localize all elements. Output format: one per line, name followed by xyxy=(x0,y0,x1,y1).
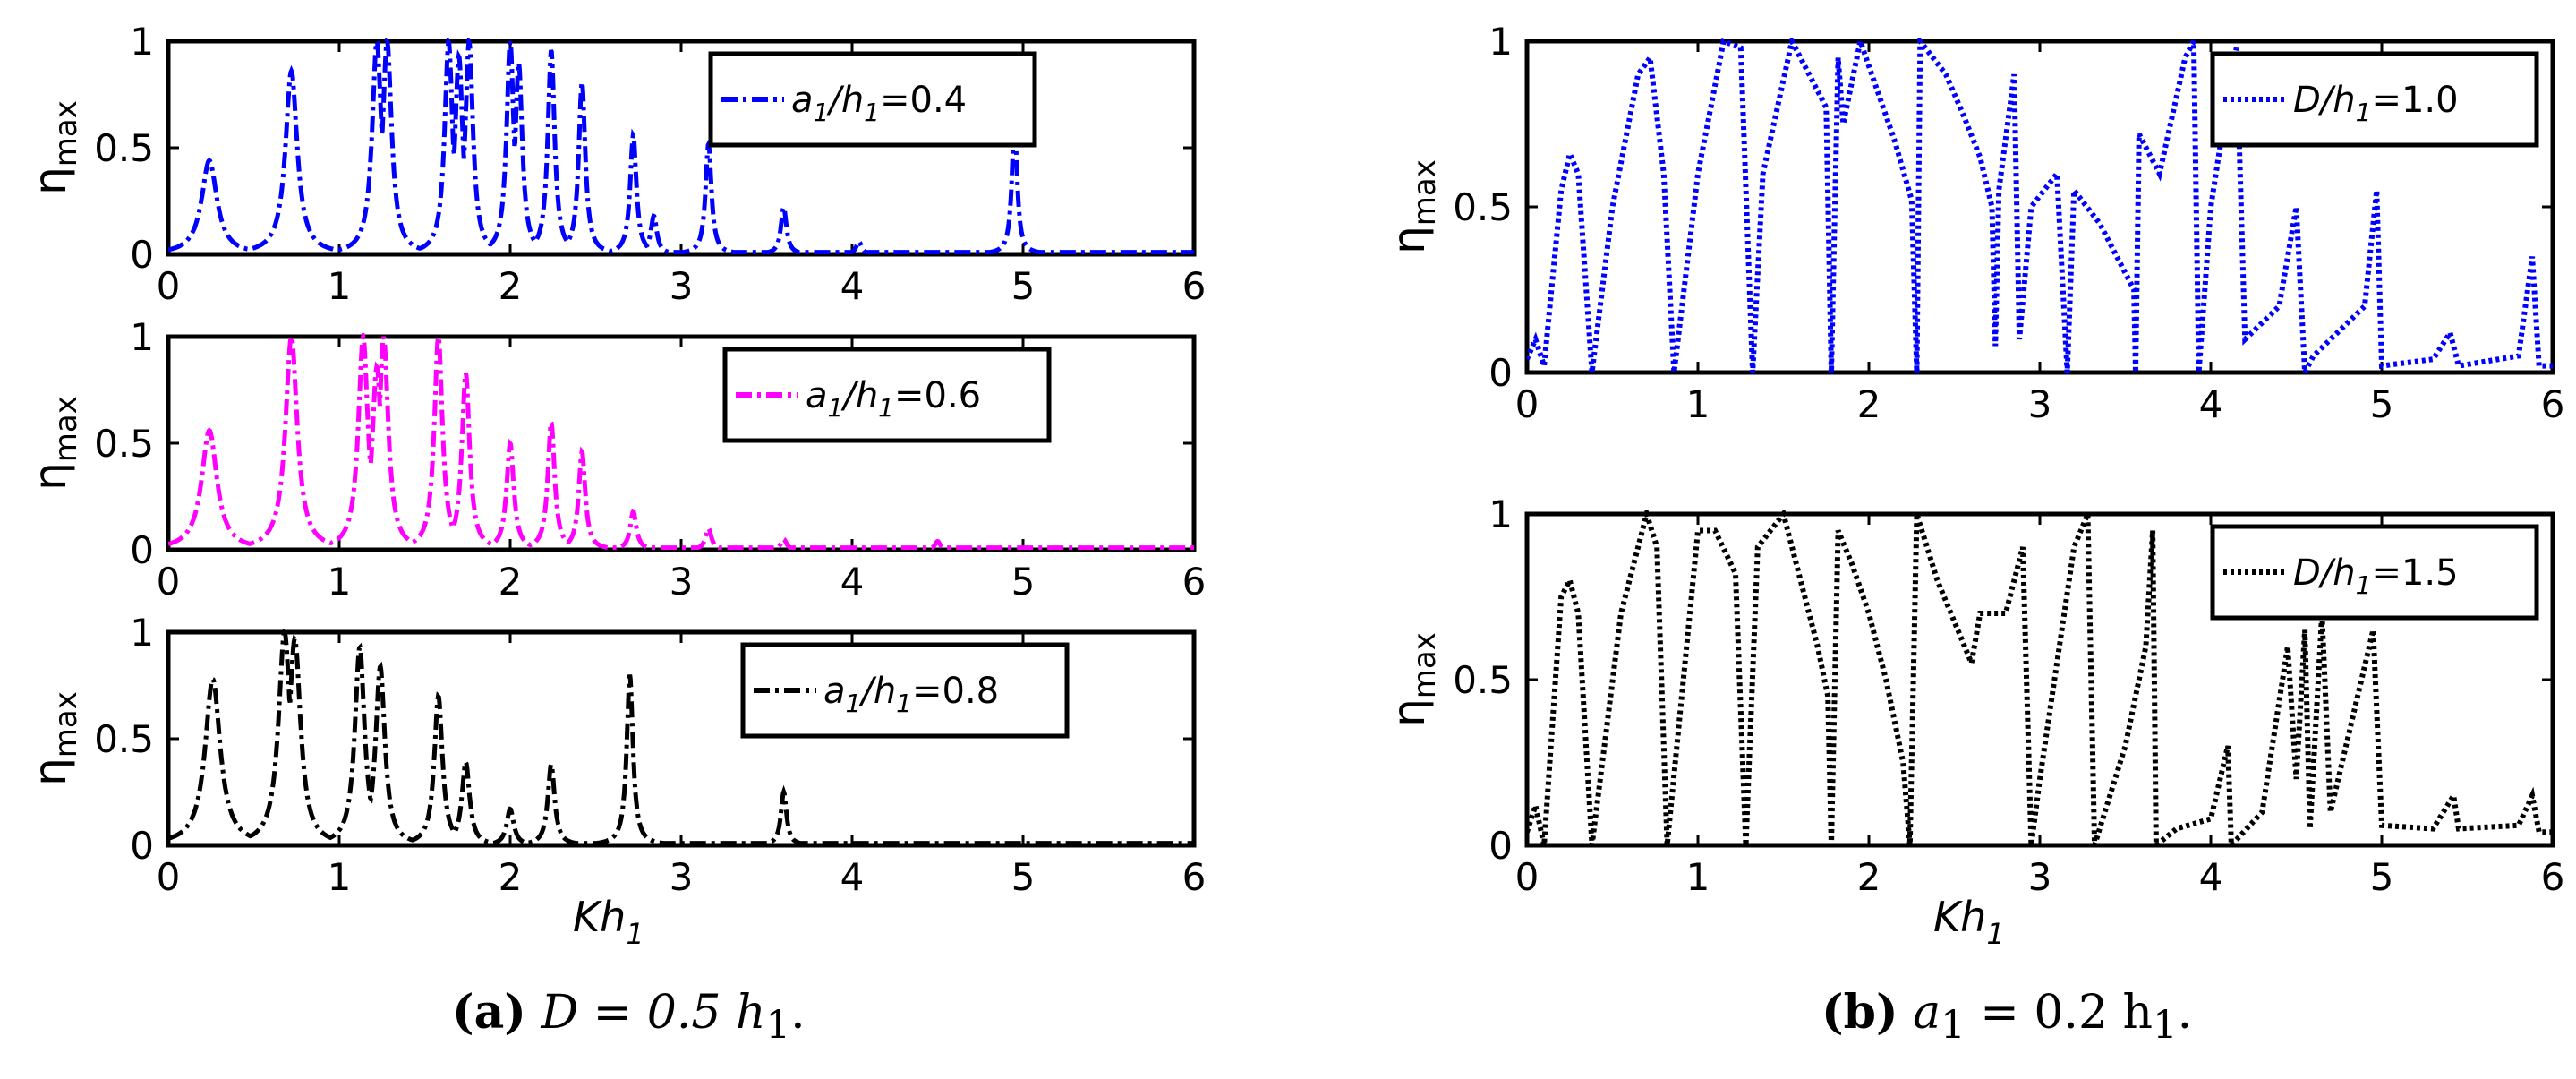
x-tick-label: 6 xyxy=(1182,855,1207,899)
legend-label: a1/h1=0.4 xyxy=(791,80,967,127)
x-tick-label: 6 xyxy=(1182,264,1207,308)
x-tick-label: 0 xyxy=(157,264,181,308)
x-tick-label: 5 xyxy=(2370,382,2394,426)
x-tick-label: 6 xyxy=(2541,382,2565,426)
x-tick-label: 5 xyxy=(2370,855,2394,899)
plot-frame xyxy=(166,39,1197,257)
series-line xyxy=(168,333,1194,550)
y-tick-label: 0.5 xyxy=(94,126,154,170)
chart-a-bot: 0 1 2 3 4 5 6 0 0.5 1 ηmax a1/h1=0.8 xyxy=(24,611,1206,899)
y-tick-label: 0 xyxy=(1488,351,1513,395)
x-tick-label: 2 xyxy=(1857,855,1881,899)
caption-a: (a) D = 0.5 h1. xyxy=(452,985,806,1049)
series-line xyxy=(168,38,1194,254)
x-tick-label: 2 xyxy=(499,560,523,604)
chart-b-top: 0 1 2 3 4 5 6 0 0.5 1 ηmax D/h1=1.0 xyxy=(1383,20,2564,426)
x-tick-label: 1 xyxy=(328,264,352,308)
x-tick-label: 4 xyxy=(840,855,865,899)
chart-a-mid: 0 1 2 3 4 5 6 0 0.5 1 ηmax a1/h1=0.6 xyxy=(24,315,1206,604)
x-tick-label: 3 xyxy=(670,855,694,899)
x-tick-label: 3 xyxy=(670,560,694,604)
x-tick-label: 1 xyxy=(1686,855,1710,899)
y-tick-label: 0.5 xyxy=(1453,658,1513,702)
x-tick-label: 0 xyxy=(157,560,181,604)
y-tick-label: 0 xyxy=(130,824,154,868)
y-axis-label: ηmax xyxy=(1383,159,1443,254)
y-axis-label: ηmax xyxy=(24,691,84,786)
legend-label: D/h1=1.0 xyxy=(2293,80,2459,127)
x-tick-label: 0 xyxy=(157,855,181,899)
x-tick-label: 6 xyxy=(2541,855,2565,899)
x-tick-label: 5 xyxy=(1011,264,1036,308)
x-tick-label: 4 xyxy=(2199,855,2223,899)
y-tick-label: 0.5 xyxy=(94,422,154,466)
x-tick-label: 0 xyxy=(1515,855,1540,899)
x-tick-label: 4 xyxy=(2199,382,2223,426)
x-tick-label: 0 xyxy=(1515,382,1540,426)
x-tick-label: 6 xyxy=(1182,560,1207,604)
x-tick-label: 2 xyxy=(1857,382,1881,426)
y-tick-label: 0.5 xyxy=(1453,185,1513,229)
x-tick-label: 2 xyxy=(499,855,523,899)
x-tick-label: 5 xyxy=(1011,560,1036,604)
series-line xyxy=(1527,38,2553,373)
chart-a-top: 0 1 2 3 4 5 6 0 0.5 1 ηmax a1/h1=0.4 xyxy=(24,20,1206,308)
x-tick-label: 1 xyxy=(1686,382,1710,426)
y-tick-label: 1 xyxy=(130,611,154,655)
x-tick-label: 4 xyxy=(840,560,865,604)
x-axis-label: Kh1 xyxy=(573,893,644,951)
x-tick-label: 3 xyxy=(2028,855,2052,899)
legend-label: D/h1=1.5 xyxy=(2293,552,2459,600)
chart-b-bot: 0 1 2 3 4 5 6 0 0.5 1 ηmax D/h1=1.5 xyxy=(1383,492,2564,899)
y-tick-label: 1 xyxy=(130,315,154,359)
y-axis-label: ηmax xyxy=(24,396,84,491)
y-tick-label: 1 xyxy=(130,20,154,64)
x-tick-label: 3 xyxy=(670,264,694,308)
y-tick-label: 0.5 xyxy=(94,717,154,761)
x-tick-label: 3 xyxy=(2028,382,2052,426)
x-tick-label: 1 xyxy=(328,855,352,899)
y-axis-label: ηmax xyxy=(24,100,84,195)
legend-label: a1/h1=0.6 xyxy=(806,375,981,423)
y-tick-label: 1 xyxy=(1488,20,1513,64)
caption-b: (b) a1 = 0.2 h1. xyxy=(1821,985,2193,1049)
legend-label: a1/h1=0.8 xyxy=(823,671,999,718)
x-tick-label: 4 xyxy=(840,264,865,308)
y-tick-label: 0 xyxy=(130,528,154,572)
x-axis-label: Kh1 xyxy=(1933,893,2005,951)
series-line xyxy=(168,629,1194,845)
y-tick-label: 0 xyxy=(1488,824,1513,868)
y-axis-label: ηmax xyxy=(1383,632,1443,727)
y-tick-label: 1 xyxy=(1488,492,1513,536)
y-tick-label: 0 xyxy=(130,233,154,277)
x-tick-label: 5 xyxy=(1011,855,1036,899)
x-tick-label: 2 xyxy=(499,264,523,308)
x-tick-label: 1 xyxy=(328,560,352,604)
